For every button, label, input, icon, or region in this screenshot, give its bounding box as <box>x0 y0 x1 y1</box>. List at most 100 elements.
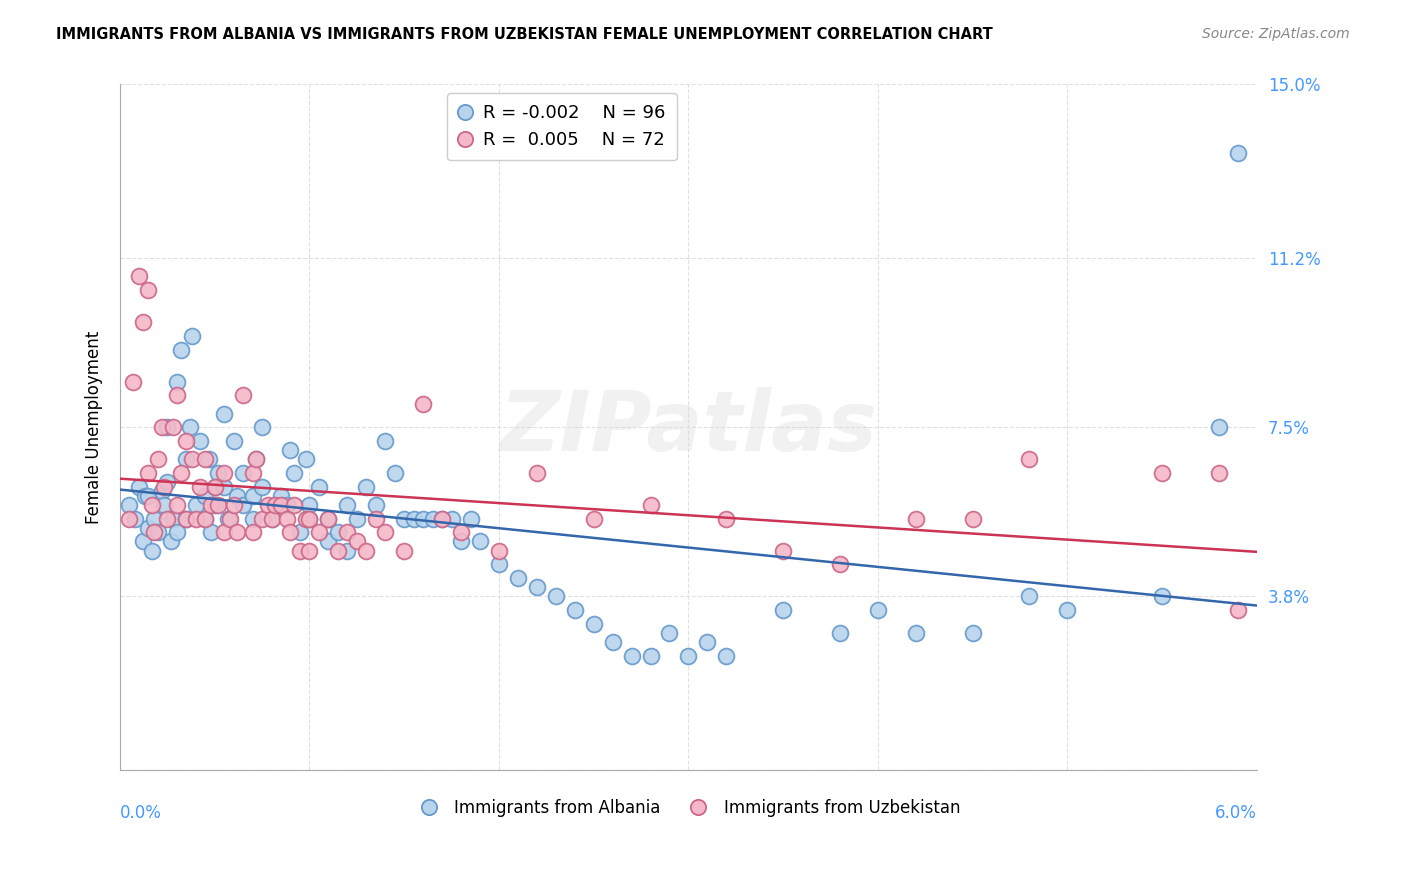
Point <box>1152 590 1174 604</box>
Point <box>392 511 415 525</box>
Legend: Immigrants from Albania, Immigrants from Uzbekistan: Immigrants from Albania, Immigrants from… <box>409 792 967 823</box>
Point <box>364 498 387 512</box>
Text: ZIPatlas: ZIPatlas <box>499 387 877 467</box>
Text: IMMIGRANTS FROM ALBANIA VS IMMIGRANTS FROM UZBEKISTAN FEMALE UNEMPLOYMENT CORREL: IMMIGRANTS FROM ALBANIA VS IMMIGRANTS FR… <box>56 27 993 42</box>
Point <box>174 511 197 525</box>
Point <box>204 480 226 494</box>
Point <box>640 498 662 512</box>
Point <box>1018 452 1040 467</box>
Point <box>166 525 188 540</box>
Point <box>283 498 305 512</box>
Point <box>696 635 718 649</box>
Point <box>212 480 235 494</box>
Point <box>544 590 567 604</box>
Point <box>250 511 273 525</box>
Point <box>582 511 605 525</box>
Point <box>194 489 217 503</box>
Point <box>308 525 330 540</box>
Point <box>184 511 207 525</box>
Point <box>283 466 305 480</box>
Point <box>131 534 153 549</box>
Point <box>374 525 396 540</box>
Point <box>242 489 264 503</box>
Point <box>488 543 510 558</box>
Y-axis label: Female Unemployment: Female Unemployment <box>86 331 103 524</box>
Point <box>526 466 548 480</box>
Point <box>250 420 273 434</box>
Point <box>166 388 188 402</box>
Point <box>138 283 160 297</box>
Text: Source: ZipAtlas.com: Source: ZipAtlas.com <box>1202 27 1350 41</box>
Point <box>143 525 166 540</box>
Point <box>150 484 173 499</box>
Point <box>174 434 197 448</box>
Point <box>156 420 179 434</box>
Point <box>962 626 984 640</box>
Point <box>582 616 605 631</box>
Point <box>392 543 415 558</box>
Point <box>179 420 201 434</box>
Point <box>245 452 267 467</box>
Point <box>194 452 217 467</box>
Point <box>326 525 349 540</box>
Point <box>141 498 163 512</box>
Point <box>276 511 298 525</box>
Point <box>276 498 298 512</box>
Point <box>150 420 173 434</box>
Point <box>141 543 163 558</box>
Point <box>828 558 851 572</box>
Point <box>402 511 425 525</box>
Point <box>152 498 174 512</box>
Point <box>374 434 396 448</box>
Point <box>212 407 235 421</box>
Point <box>204 480 226 494</box>
Point <box>232 388 254 402</box>
Point <box>640 648 662 663</box>
Point <box>288 525 311 540</box>
Point <box>188 480 211 494</box>
Point <box>232 466 254 480</box>
Point <box>450 534 472 549</box>
Point <box>122 375 145 389</box>
Point <box>146 452 169 467</box>
Point <box>138 521 160 535</box>
Point <box>232 498 254 512</box>
Text: 0.0%: 0.0% <box>120 805 162 822</box>
Point <box>308 480 330 494</box>
Point <box>526 580 548 594</box>
Point <box>280 525 302 540</box>
Point <box>222 434 245 448</box>
Point <box>146 525 169 540</box>
Point <box>143 511 166 525</box>
Point <box>294 452 316 467</box>
Point <box>1056 603 1078 617</box>
Point <box>194 511 217 525</box>
Point <box>181 328 204 343</box>
Point <box>260 511 283 525</box>
Point <box>602 635 624 649</box>
Point <box>450 525 472 540</box>
Point <box>430 511 453 525</box>
Point <box>217 511 239 525</box>
Point <box>174 452 197 467</box>
Point <box>162 420 184 434</box>
Point <box>124 511 146 525</box>
Point <box>1152 466 1174 480</box>
Point <box>226 525 249 540</box>
Text: 6.0%: 6.0% <box>1215 805 1257 822</box>
Point <box>166 498 188 512</box>
Point <box>336 543 359 558</box>
Point <box>318 511 340 525</box>
Point <box>364 511 387 525</box>
Point <box>174 511 197 525</box>
Point <box>250 480 273 494</box>
Point <box>260 511 283 525</box>
Point <box>162 511 184 525</box>
Point <box>866 603 889 617</box>
Point <box>242 466 264 480</box>
Point <box>222 498 245 512</box>
Point <box>564 603 586 617</box>
Point <box>298 498 321 512</box>
Point <box>1018 590 1040 604</box>
Point <box>184 498 207 512</box>
